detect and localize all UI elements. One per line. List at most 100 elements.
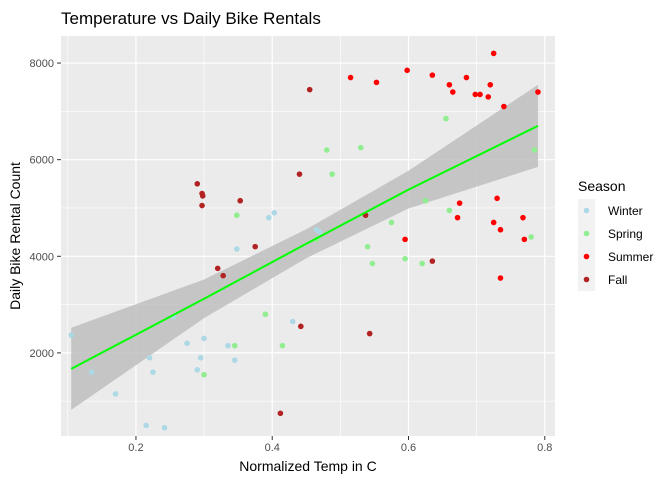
- data-point-summer: [521, 236, 528, 243]
- x-tick-label: 0.4: [265, 442, 280, 454]
- data-point-fall: [199, 193, 206, 199]
- x-tick-label: 0.2: [128, 442, 143, 454]
- confidence-band: [71, 84, 538, 410]
- legend-key-summer: [583, 253, 590, 260]
- data-point-summer: [463, 74, 470, 81]
- data-point-spring: [323, 147, 330, 153]
- legend-key-spring: [583, 230, 590, 237]
- data-point-winter: [233, 246, 240, 252]
- data-point-spring: [231, 342, 238, 349]
- data-point-fall: [237, 197, 244, 204]
- confidence-band-layer: [71, 84, 538, 410]
- data-point-winter: [271, 210, 278, 216]
- data-point-summer: [472, 91, 479, 98]
- data-point-fall: [298, 323, 304, 330]
- y-tick-label: 4000: [30, 251, 54, 263]
- data-point-winter: [201, 335, 207, 342]
- x-tick-label: 0.8: [537, 442, 552, 454]
- y-axis-title: Daily Bike Rental Count: [7, 162, 23, 310]
- data-point-winter: [197, 354, 204, 361]
- data-point-winter: [161, 424, 168, 431]
- data-point-winter: [194, 367, 201, 373]
- data-point-spring: [446, 207, 453, 214]
- data-point-fall: [194, 181, 201, 187]
- data-point-fall: [214, 265, 221, 272]
- data-point-summer: [490, 50, 497, 57]
- y-tick-label: 8000: [30, 58, 54, 70]
- data-point-winter: [112, 391, 119, 397]
- data-point-summer: [501, 103, 507, 110]
- data-point-fall: [252, 243, 258, 250]
- data-point-fall: [306, 86, 313, 93]
- data-point-summer: [373, 79, 380, 86]
- data-point-summer: [487, 81, 494, 88]
- data-points-layer: [68, 50, 541, 431]
- legend-key-fall: [583, 276, 590, 283]
- data-point-spring: [531, 147, 538, 153]
- data-point-winter: [231, 357, 238, 363]
- data-point-summer: [449, 89, 456, 95]
- data-point-summer: [490, 219, 497, 226]
- data-point-spring: [201, 371, 207, 378]
- data-point-summer: [485, 94, 492, 100]
- data-point-winter: [143, 422, 149, 429]
- data-point-summer: [454, 214, 461, 221]
- y-tick-label: 2000: [30, 348, 54, 360]
- data-point-spring: [388, 219, 395, 226]
- data-point-winter: [88, 369, 95, 376]
- chart-title: Temperature vs Daily Bike Rentals: [61, 9, 321, 28]
- data-point-spring: [279, 342, 286, 349]
- legend-key-winter: [583, 207, 590, 214]
- data-point-spring: [528, 234, 534, 240]
- x-axis-ticks: 0.2 0.4 0.6 0.8: [128, 436, 552, 454]
- legend-label-winter: Winter: [608, 204, 643, 218]
- data-point-winter: [146, 354, 153, 361]
- trend-line-layer: [70, 124, 539, 370]
- data-point-spring: [419, 260, 425, 267]
- legend-label-spring: Spring: [608, 227, 643, 241]
- data-point-fall: [366, 330, 373, 337]
- data-point-fall: [429, 258, 436, 264]
- data-point-spring: [443, 115, 449, 122]
- data-point-spring: [329, 171, 335, 177]
- data-point-fall: [220, 272, 226, 279]
- data-point-spring: [369, 260, 376, 267]
- data-point-summer: [347, 74, 354, 81]
- legend: Season Winter Spring Summer Fall: [578, 178, 653, 291]
- data-point-winter: [317, 229, 323, 235]
- y-tick-label: 6000: [30, 155, 54, 167]
- data-point-winter: [266, 214, 272, 221]
- data-point-spring: [233, 212, 240, 219]
- data-point-summer: [429, 72, 436, 78]
- data-point-fall: [199, 202, 205, 209]
- legend-title: Season: [578, 178, 625, 194]
- y-axis-ticks: 2000 4000 6000 8000: [30, 58, 61, 360]
- data-point-summer: [402, 236, 408, 243]
- data-point-winter: [184, 340, 190, 347]
- data-point-summer: [535, 89, 541, 95]
- data-point-fall: [277, 410, 284, 417]
- data-point-summer: [520, 214, 526, 221]
- legend-items: Winter Spring Summer Fall: [578, 199, 653, 291]
- data-point-summer: [446, 81, 453, 88]
- data-point-winter: [225, 342, 231, 349]
- legend-label-summer: Summer: [608, 250, 653, 264]
- data-point-fall: [296, 171, 303, 177]
- data-point-spring: [262, 311, 269, 318]
- data-point-spring: [358, 144, 364, 151]
- x-tick-label: 0.6: [401, 442, 416, 454]
- data-point-summer: [456, 200, 463, 206]
- data-point-summer: [494, 195, 500, 202]
- data-point-spring: [402, 255, 408, 262]
- data-point-winter: [289, 318, 296, 325]
- data-point-spring: [422, 197, 429, 204]
- data-point-winter: [68, 332, 75, 338]
- data-point-summer: [497, 275, 504, 281]
- x-axis-title: Normalized Temp in C: [239, 458, 376, 474]
- data-point-winter: [150, 369, 156, 376]
- data-point-summer: [404, 67, 410, 74]
- legend-label-fall: Fall: [608, 273, 627, 287]
- data-point-summer: [477, 91, 483, 98]
- trend-line: [70, 124, 539, 370]
